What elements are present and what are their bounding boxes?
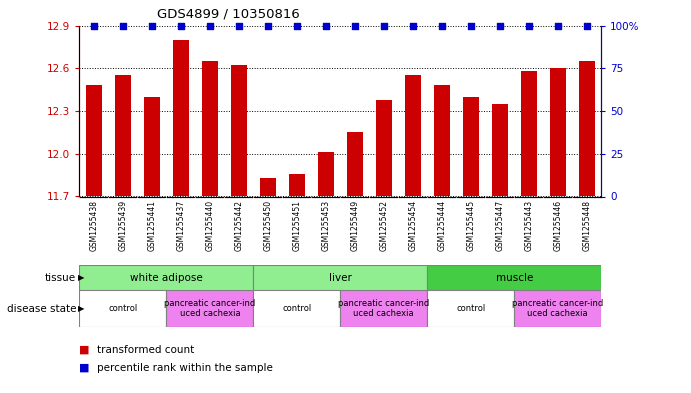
Text: GSM1255450: GSM1255450 <box>263 200 272 251</box>
Text: GSM1255444: GSM1255444 <box>437 200 446 251</box>
Text: liver: liver <box>329 273 352 283</box>
Text: ▶: ▶ <box>78 304 84 313</box>
Point <box>378 22 389 29</box>
Point <box>176 22 187 29</box>
Text: GSM1255441: GSM1255441 <box>147 200 156 251</box>
Text: control: control <box>456 304 485 313</box>
Text: GSM1255437: GSM1255437 <box>176 200 185 251</box>
Point <box>263 22 274 29</box>
Text: GSM1255443: GSM1255443 <box>524 200 533 251</box>
Text: transformed count: transformed count <box>97 345 194 355</box>
Bar <box>514 290 601 327</box>
Text: GSM1255448: GSM1255448 <box>583 200 591 251</box>
Text: GDS4899 / 10350816: GDS4899 / 10350816 <box>157 8 299 21</box>
Point <box>146 22 158 29</box>
Bar <box>86 85 102 196</box>
Bar <box>167 290 254 327</box>
Point <box>349 22 360 29</box>
Point <box>465 22 476 29</box>
Point <box>494 22 505 29</box>
Text: GSM1255439: GSM1255439 <box>118 200 127 251</box>
Bar <box>405 75 421 196</box>
Text: GSM1255440: GSM1255440 <box>205 200 214 251</box>
Point <box>205 22 216 29</box>
Point <box>407 22 418 29</box>
Bar <box>79 290 167 327</box>
Text: ■: ■ <box>79 363 90 373</box>
Text: GSM1255445: GSM1255445 <box>466 200 475 251</box>
Text: GSM1255453: GSM1255453 <box>321 200 330 251</box>
Bar <box>463 97 479 196</box>
Point <box>321 22 332 29</box>
Bar <box>340 290 427 327</box>
Bar <box>492 104 508 196</box>
Text: pancreatic cancer-ind
uced cachexia: pancreatic cancer-ind uced cachexia <box>164 299 256 318</box>
Point <box>552 22 563 29</box>
Text: control: control <box>282 304 312 313</box>
Text: GSM1255438: GSM1255438 <box>89 200 98 251</box>
Bar <box>578 61 595 196</box>
Text: GSM1255452: GSM1255452 <box>379 200 388 251</box>
Text: pancreatic cancer-ind
uced cachexia: pancreatic cancer-ind uced cachexia <box>512 299 603 318</box>
Text: ■: ■ <box>79 345 90 355</box>
Bar <box>260 178 276 196</box>
Point <box>234 22 245 29</box>
Bar <box>550 68 566 196</box>
Point <box>523 22 534 29</box>
Point <box>88 22 100 29</box>
Text: GSM1255447: GSM1255447 <box>495 200 504 251</box>
Text: GSM1255442: GSM1255442 <box>234 200 243 251</box>
Bar <box>144 97 160 196</box>
Bar <box>231 65 247 196</box>
Text: muscle: muscle <box>495 273 533 283</box>
Bar <box>434 85 450 196</box>
Point <box>292 22 303 29</box>
Text: GSM1255446: GSM1255446 <box>553 200 562 251</box>
Bar <box>318 152 334 196</box>
Bar <box>79 265 254 290</box>
Text: control: control <box>108 304 138 313</box>
Text: GSM1255449: GSM1255449 <box>350 200 359 251</box>
Bar <box>427 265 601 290</box>
Bar <box>289 174 305 196</box>
Bar <box>347 132 363 196</box>
Text: GSM1255454: GSM1255454 <box>408 200 417 251</box>
Bar <box>173 40 189 197</box>
Text: percentile rank within the sample: percentile rank within the sample <box>97 363 273 373</box>
Text: ▶: ▶ <box>78 273 84 282</box>
Text: tissue: tissue <box>45 273 76 283</box>
Bar <box>254 290 340 327</box>
Text: GSM1255451: GSM1255451 <box>292 200 301 251</box>
Point <box>581 22 592 29</box>
Point <box>436 22 447 29</box>
Point <box>117 22 129 29</box>
Bar <box>521 71 537 196</box>
Text: disease state: disease state <box>6 304 76 314</box>
Text: white adipose: white adipose <box>130 273 202 283</box>
Bar <box>376 99 392 196</box>
Bar <box>427 290 514 327</box>
Bar <box>202 61 218 196</box>
Bar <box>115 75 131 196</box>
Text: pancreatic cancer-ind
uced cachexia: pancreatic cancer-ind uced cachexia <box>338 299 429 318</box>
Bar <box>254 265 427 290</box>
